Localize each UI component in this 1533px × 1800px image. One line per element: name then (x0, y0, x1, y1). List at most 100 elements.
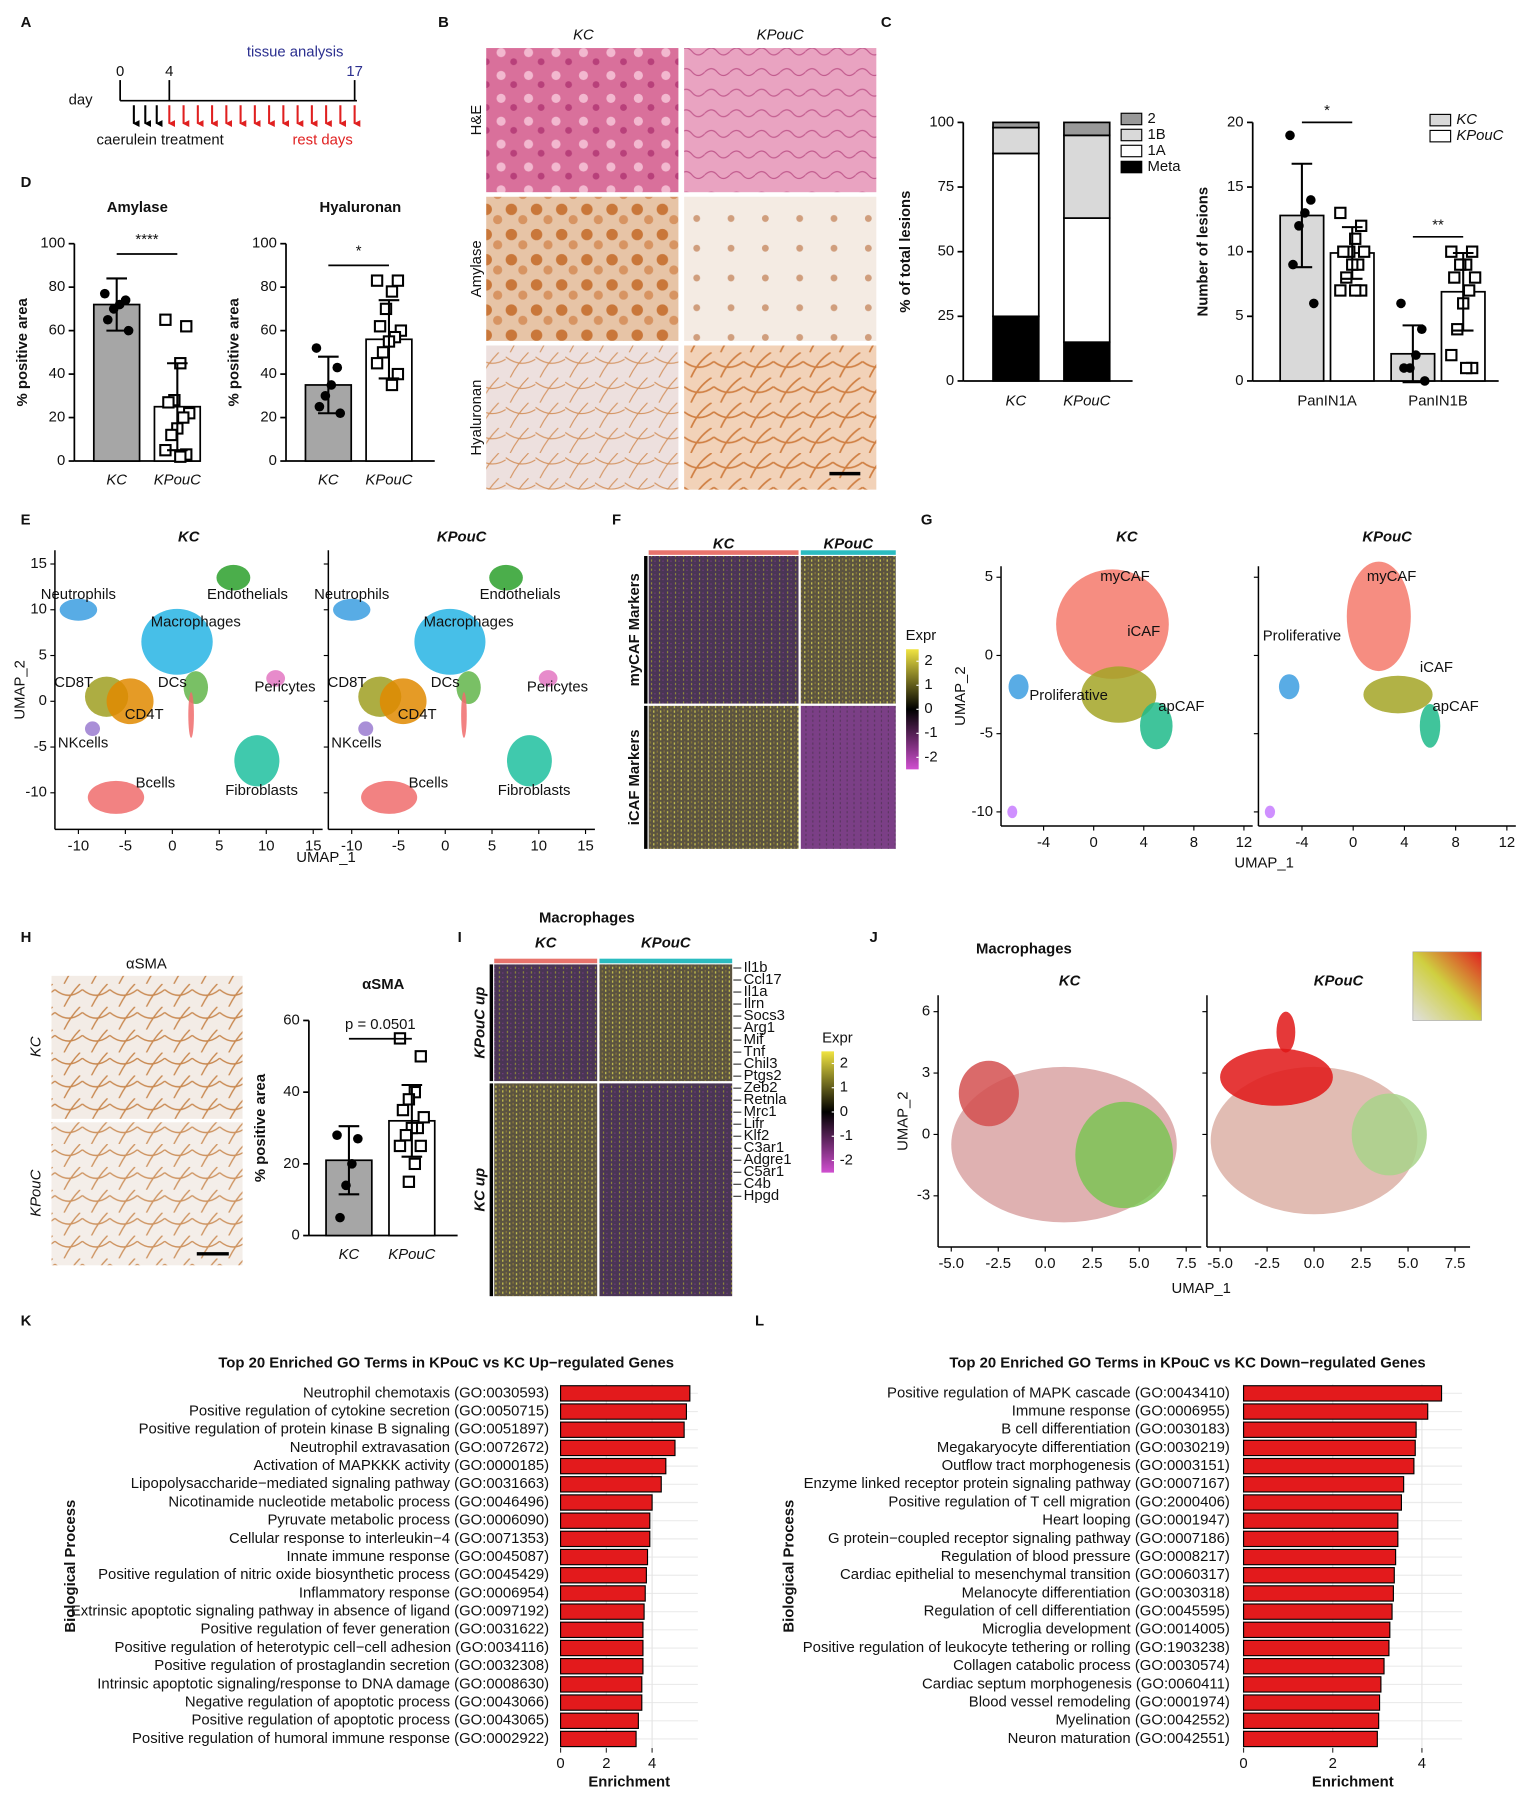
cell-cluster (456, 671, 481, 705)
gene-label: Mrc1 (744, 1104, 777, 1120)
x-tick-label: 15 (305, 838, 322, 854)
error-bar (401, 1083, 423, 1158)
bar (560, 1585, 646, 1602)
cell-cluster (414, 608, 486, 675)
y-tick-label: 20 (49, 409, 66, 425)
y-tick-label: Regulation of blood pressure (GO:0008217… (941, 1549, 1230, 1565)
x-tick-label: -5 (119, 838, 132, 854)
y-tick-label: 20 (260, 409, 277, 425)
bar-segment (1063, 341, 1111, 382)
significance: p = 0.0501 (345, 1017, 416, 1033)
gene-label: Ilrn (744, 996, 765, 1012)
data-point (1445, 245, 1458, 258)
cluster-label: Neutrophils (314, 587, 389, 603)
heatmap-block (648, 555, 799, 704)
data-point (1462, 284, 1476, 297)
data-point (165, 428, 178, 442)
data-point (1337, 245, 1350, 258)
group-bar (648, 550, 799, 555)
group-bar (599, 958, 733, 964)
cluster-label: Fibroblasts (498, 783, 571, 799)
y-tick-label: 75 (938, 179, 955, 195)
colorbar-label: 1 (924, 677, 932, 693)
heatmap-block (648, 705, 799, 849)
bar (1242, 1476, 1405, 1493)
y-tick-label: 3 (922, 1065, 930, 1081)
cluster-label: NKcells (331, 735, 381, 751)
cell-cluster (461, 692, 467, 738)
x-tick-label: 4 (1400, 835, 1408, 851)
bar (1242, 1548, 1397, 1566)
data-point (314, 401, 325, 412)
data-point (353, 1133, 363, 1144)
data-point (1285, 130, 1295, 141)
group-bar (800, 550, 896, 555)
day-tick: 0 (116, 64, 124, 80)
colorbar-label: 2 (924, 653, 932, 669)
data-point (1357, 245, 1371, 258)
y-tick-label: 6 (922, 1004, 930, 1020)
bar-segment (992, 121, 1040, 129)
y-axis-label: Biological Process (781, 1500, 797, 1633)
bar (560, 1385, 691, 1402)
rest-label: rest days (292, 133, 352, 149)
y-tick-label: 15 (1227, 179, 1244, 195)
data-point (162, 396, 175, 409)
x-tick-label: -2.5 (1254, 1256, 1280, 1272)
data-point (1334, 206, 1347, 220)
x-axis-label: UMAP_1 (296, 850, 355, 866)
y-tick-label: Neutrophil chemotaxis (GO:0030593) (303, 1385, 549, 1401)
cell-cluster (1008, 674, 1029, 700)
gene-label: Ptgs2 (744, 1068, 782, 1084)
data-point (1349, 284, 1362, 297)
panel-letter: K (21, 1313, 32, 1329)
cluster-label: Endothelials (207, 587, 288, 603)
subplot-title: KC (1116, 530, 1138, 546)
data-point (177, 411, 190, 424)
bar (1242, 1621, 1391, 1639)
gene-label: Ccl17 (744, 972, 782, 988)
gene-label: Hpgd (744, 1188, 780, 1204)
data-point (385, 285, 399, 298)
x-tick-label: 4 (1140, 835, 1148, 851)
cell-cluster (183, 671, 209, 705)
row-label: KPouC up (472, 987, 488, 1059)
bar (1242, 1730, 1378, 1748)
colorbar (821, 1051, 834, 1173)
cluster-label: Endothelials (480, 587, 561, 603)
cell-cluster (506, 735, 552, 787)
y-tick-label: Heart looping (GO:0001947) (1042, 1513, 1230, 1529)
bar (1242, 1639, 1390, 1657)
cluster-label: Bcells (409, 776, 449, 792)
x-tick-label: 15 (577, 838, 594, 854)
bar (560, 1712, 639, 1729)
x-tick-label: 0 (441, 838, 449, 854)
data-point (385, 378, 399, 392)
x-tick-label: 0 (556, 1756, 564, 1772)
y-tick-label: 25 (938, 308, 955, 324)
gene-label: C5ar1 (744, 1164, 784, 1180)
y-tick-label: 15 (30, 556, 47, 572)
heatmap-block (599, 964, 733, 1082)
cluster-label: CD8T (328, 675, 367, 691)
data-point (311, 343, 322, 353)
chart-title: Amylase (107, 200, 168, 216)
group-bar (494, 958, 598, 964)
bar (1242, 1603, 1393, 1620)
x-tick-label: 0.0 (1304, 1256, 1325, 1272)
group-label: KPouC (641, 936, 691, 952)
cluster-label: Neutrophils (41, 587, 116, 603)
cell-cluster (489, 564, 523, 591)
legend-label: KPouC (1456, 128, 1503, 144)
row-label: H&E (469, 105, 485, 136)
x-tick-label: 12 (1499, 835, 1516, 851)
cell-cluster (333, 598, 371, 621)
cluster-label: Fibroblasts (225, 783, 298, 799)
error-bar (167, 362, 188, 452)
error-bar (1402, 324, 1424, 384)
bar (1242, 1457, 1415, 1475)
y-tick-label: Neuron maturation (GO:0042551) (1008, 1731, 1230, 1747)
row-label: KPouC (29, 1169, 45, 1216)
colorbar (906, 649, 919, 770)
